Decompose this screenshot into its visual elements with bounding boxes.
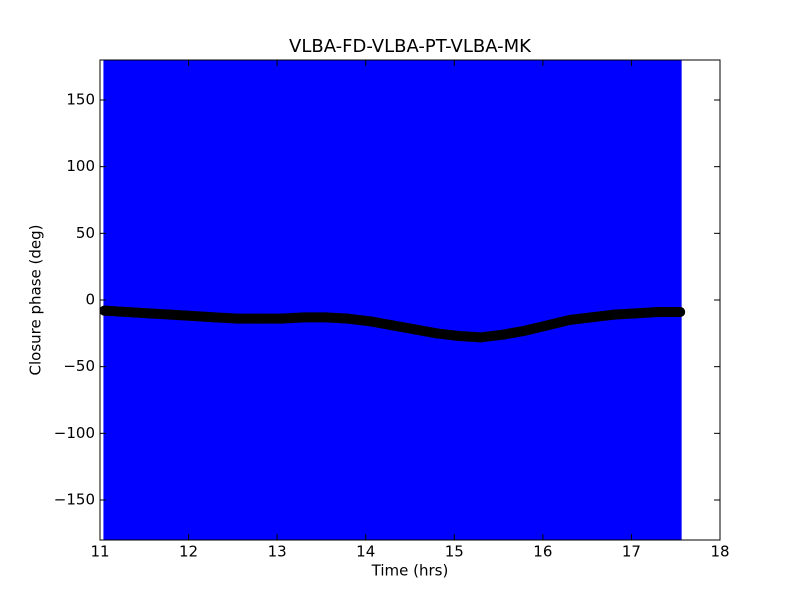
error-bar — [580, 60, 604, 540]
x-tick-label: 18 — [710, 543, 729, 561]
y-tick-label: 50 — [76, 224, 95, 242]
data-point — [165, 309, 176, 320]
data-point — [409, 324, 420, 335]
y-tick-label: 0 — [85, 291, 95, 309]
x-tick-label: 16 — [533, 543, 552, 561]
error-bar — [447, 60, 471, 540]
error-bar — [248, 60, 271, 540]
y-tick-label: 150 — [66, 91, 95, 109]
error-bar — [602, 60, 626, 540]
data-point — [143, 308, 154, 319]
error-bar — [204, 60, 227, 540]
x-tick-label: 13 — [268, 543, 287, 561]
error-bar — [115, 60, 139, 540]
data-point — [254, 313, 265, 324]
data-point — [520, 325, 531, 336]
error-bar — [469, 60, 493, 540]
data-point — [675, 307, 686, 317]
y-tick-label: −150 — [54, 491, 95, 509]
error-bar — [425, 60, 449, 540]
error-bar — [403, 60, 426, 540]
data-point — [298, 312, 309, 323]
data-point — [188, 311, 198, 321]
data-point — [542, 320, 553, 331]
data-point — [343, 313, 353, 324]
y-tick-label: −100 — [54, 424, 95, 442]
error-bar — [314, 60, 338, 540]
data-point — [564, 315, 575, 325]
y-tick-label: −50 — [63, 357, 95, 375]
data-point — [276, 313, 287, 324]
error-bar — [336, 60, 360, 540]
error-bar — [181, 60, 205, 540]
x-tick-label: 11 — [90, 543, 109, 561]
x-tick-label: 14 — [356, 543, 375, 561]
data-point — [630, 308, 641, 319]
chart-title: VLBA-FD-VLBA-PT-VLBA-MK — [289, 36, 532, 57]
x-tick-label: 15 — [445, 543, 464, 561]
error-bar — [646, 60, 670, 540]
data-point — [99, 305, 110, 316]
data-point — [387, 320, 398, 331]
data-point — [498, 329, 508, 340]
error-bar — [514, 60, 537, 540]
data-point — [232, 313, 243, 324]
error-bar — [359, 60, 382, 540]
y-tick-label: 100 — [66, 157, 95, 175]
x-tick-label: 12 — [179, 543, 198, 561]
data-point — [608, 309, 619, 320]
data-point — [365, 316, 376, 327]
x-axis-label: Time (hrs) — [371, 562, 449, 580]
data-point — [431, 328, 442, 339]
error-bar — [558, 60, 581, 540]
data-point — [653, 307, 663, 317]
error-bar — [669, 60, 682, 540]
data-point — [586, 312, 597, 323]
error-bar — [103, 60, 116, 540]
error-bar — [624, 60, 648, 540]
data-point — [453, 331, 464, 341]
axes: 11 12 13 14 15 16 17 18 −150 −100 −50 0 50 100 150 — [54, 59, 730, 561]
data-point — [475, 332, 486, 343]
error-bar — [292, 60, 316, 540]
error-bar — [226, 60, 249, 540]
error-bar — [491, 60, 515, 540]
data-point — [210, 312, 221, 323]
error-bar — [137, 60, 161, 540]
plot-area — [100, 60, 686, 540]
data-point — [320, 312, 331, 323]
error-bar — [536, 60, 559, 540]
y-axis-label: Closure phase (deg) — [27, 225, 45, 376]
data-point — [121, 307, 132, 317]
error-bar — [381, 60, 404, 540]
error-bar — [270, 60, 294, 540]
x-tick-label: 17 — [622, 543, 641, 561]
error-bar — [159, 60, 183, 540]
